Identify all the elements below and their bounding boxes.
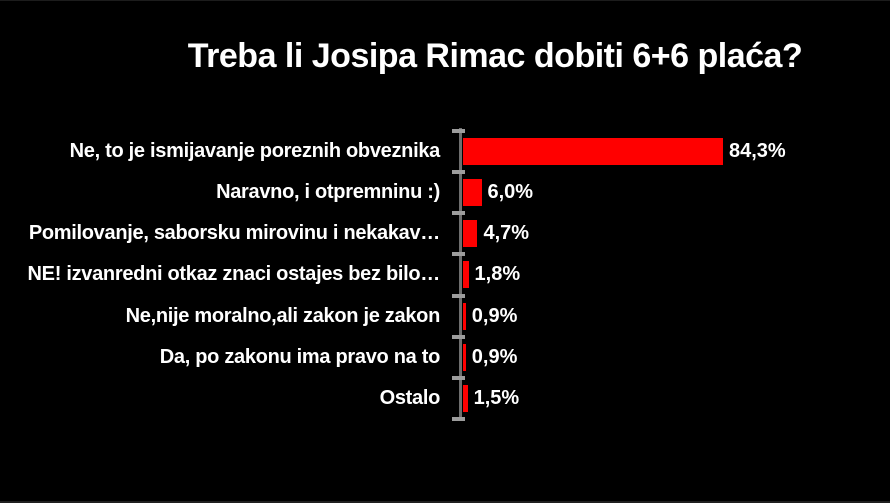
bar	[463, 138, 723, 166]
bar-row: Ne,nije moralno,ali zakon je zakon 0,9%	[0, 296, 890, 337]
bar-rows: Ne, to je ismijavanje poreznih obveznika…	[0, 131, 890, 419]
category-label: Naravno, i otpremninu :)	[216, 181, 440, 204]
category-label: Ne,nije moralno,ali zakon je zakon	[125, 304, 441, 327]
value-label: 84,3%	[728, 140, 786, 163]
value-label: 1,8%	[474, 263, 521, 286]
axis-tick	[452, 334, 465, 339]
axis-tick	[452, 211, 465, 216]
bar-row: Da, po zakonu ima pravo na to 0,9%	[0, 337, 890, 378]
value-label: 4,7%	[483, 222, 530, 245]
value-label: 1,5%	[473, 386, 520, 409]
bar	[463, 220, 478, 248]
axis-tick	[452, 129, 465, 133]
axis-tick	[452, 293, 465, 298]
value-label: 0,9%	[471, 304, 518, 327]
bar	[463, 179, 482, 207]
axis-tick	[452, 375, 465, 380]
bar	[463, 302, 466, 330]
axis-tick	[452, 170, 465, 175]
axis-tick	[452, 252, 465, 257]
value-label: 0,9%	[471, 345, 518, 368]
bar-row: Pomilovanje, saborsku mirovinu i nekakav…	[0, 213, 890, 254]
bar	[463, 261, 469, 289]
bar-row: Ostalo 1,5%	[0, 378, 890, 419]
bar	[463, 343, 466, 371]
category-label: NE! izvanredni otkaz znaci ostajes bez b…	[27, 263, 441, 286]
chart-title: Treba li Josipa Rimac dobiti 6+6 plaća?	[187, 37, 803, 75]
category-label: Pomilovanje, saborsku mirovinu i nekakav…	[28, 222, 440, 245]
bar	[463, 384, 468, 412]
axis-tick	[452, 416, 465, 421]
category-label: Ne, to je ismijavanje poreznih obveznika	[69, 140, 441, 163]
bar-row: NE! izvanredni otkaz znaci ostajes bez b…	[0, 254, 890, 295]
bar-row: Ne, to je ismijavanje poreznih obveznika…	[0, 131, 890, 172]
value-label: 6,0%	[487, 181, 534, 204]
category-label: Da, po zakonu ima pravo na to	[159, 345, 441, 368]
y-axis-line	[459, 128, 462, 421]
bar-row: Naravno, i otpremninu :) 6,0%	[0, 172, 890, 213]
category-label: Ostalo	[379, 386, 441, 409]
